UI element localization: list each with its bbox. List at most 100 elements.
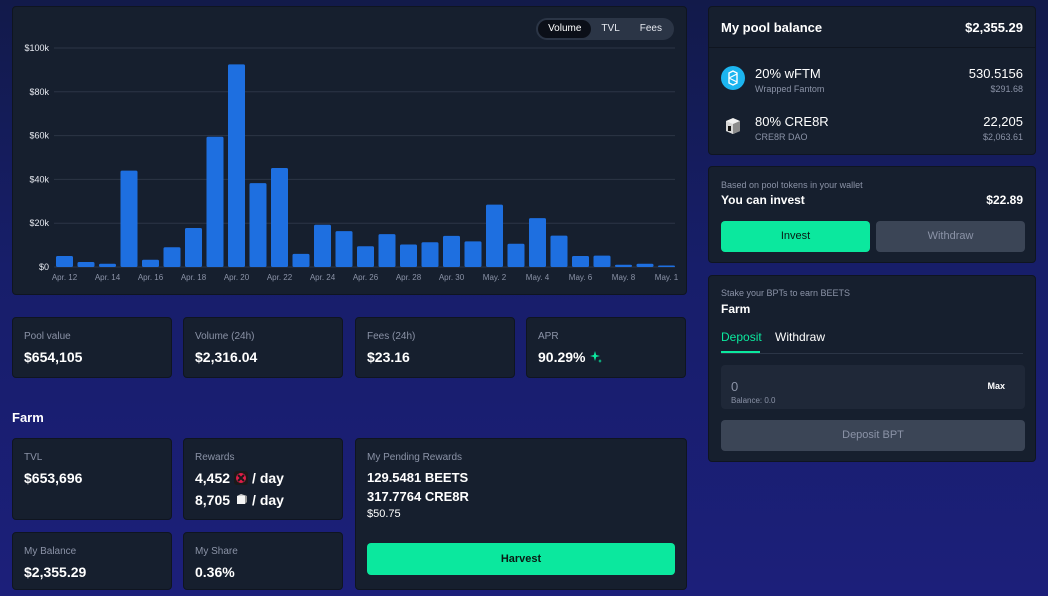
y-tick-label: $20k xyxy=(29,218,49,228)
chart-bar[interactable] xyxy=(507,243,525,267)
chart-bar[interactable] xyxy=(593,255,611,267)
farm-tvl-card: TVL $653,696 xyxy=(12,438,172,520)
chart-bar[interactable] xyxy=(120,170,138,267)
chart-bar[interactable] xyxy=(314,224,331,267)
invest-hint: Based on pool tokens in your wallet xyxy=(721,180,863,190)
token-row-wftm: 20% wFTM Wrapped Fantom 530.5156 $291.68 xyxy=(721,62,1023,98)
harvest-button[interactable]: Harvest xyxy=(367,543,675,575)
wftm-amount: 530.5156 xyxy=(968,66,1023,81)
chart-bar[interactable] xyxy=(572,256,589,267)
reward-cre8r-unit: / day xyxy=(252,492,284,508)
x-tick-label: May. 4 xyxy=(526,273,550,282)
chart-bar[interactable] xyxy=(271,168,288,267)
invest-amount: $22.89 xyxy=(986,193,1023,207)
deposit-balance: Balance: 0.0 xyxy=(731,396,776,405)
fees-card: Fees (24h) $23.16 xyxy=(355,317,515,378)
reward-cre8r-row: 8,705 / day xyxy=(195,492,284,508)
chart-bar[interactable] xyxy=(615,264,632,267)
chart-bar[interactable] xyxy=(249,183,267,267)
chart-bar[interactable] xyxy=(77,261,95,267)
chart-bar[interactable] xyxy=(378,234,396,267)
tabs-divider xyxy=(721,353,1023,354)
apr-value: 90.29% xyxy=(538,349,586,365)
chart-bar[interactable] xyxy=(99,263,116,267)
y-tick-label: $60k xyxy=(29,131,49,141)
pending-rewards-card: My Pending Rewards 129.5481 BEETS 317.77… xyxy=(355,438,687,590)
chart-bar[interactable] xyxy=(163,247,181,267)
chart-bar[interactable] xyxy=(185,228,202,267)
volume-label: Volume (24h) xyxy=(195,331,255,342)
chart-bar[interactable] xyxy=(443,235,460,267)
y-tick-label: $100k xyxy=(24,43,49,53)
apr-label: APR xyxy=(538,331,559,342)
volume-value: $2,316.04 xyxy=(195,349,258,365)
chart-bar[interactable] xyxy=(292,253,310,267)
tab-deposit[interactable]: Deposit xyxy=(721,330,762,344)
tab-fees[interactable]: Fees xyxy=(639,23,662,34)
y-tick-label: $40k xyxy=(29,174,49,184)
chart-bar[interactable] xyxy=(206,136,224,267)
tab-deposit-underline xyxy=(721,351,760,353)
chart-bar[interactable] xyxy=(142,259,159,267)
my-share-value: 0.36% xyxy=(195,564,235,580)
tab-tvl[interactable]: TVL xyxy=(601,23,620,34)
x-tick-label: May. 8 xyxy=(612,273,636,282)
wftm-usd: $291.68 xyxy=(990,84,1023,94)
my-balance-value: $2,355.29 xyxy=(24,564,87,580)
apr-card: APR 90.29% xyxy=(526,317,686,378)
pending-cre8r: 317.7764 CRE8R xyxy=(367,489,469,504)
pool-balance-total: $2,355.29 xyxy=(965,20,1023,35)
pending-beets: 129.5481 BEETS xyxy=(367,470,469,485)
tab-withdraw[interactable]: Withdraw xyxy=(775,330,826,344)
fantom-icon xyxy=(721,66,745,90)
chart-bar[interactable] xyxy=(529,218,546,267)
divider xyxy=(709,47,1035,48)
reward-beets-amount: 4,452 xyxy=(195,470,231,486)
chart-bar[interactable] xyxy=(56,256,73,267)
deposit-input-box[interactable]: 0 Balance: 0.0 Max xyxy=(721,365,1025,409)
pool-value-label: Pool value xyxy=(24,331,71,342)
cre8r-icon xyxy=(726,118,740,134)
stake-title: Farm xyxy=(721,302,751,316)
chart-bar[interactable] xyxy=(636,263,654,267)
invest-button[interactable]: Invest xyxy=(721,221,870,252)
chart-bar[interactable] xyxy=(400,244,417,267)
chart-bar[interactable] xyxy=(421,242,439,267)
volume-chart: $0 $20k $40k $60k $80k $100k Apr. 12 Apr. 14 Apr… xyxy=(24,43,678,282)
chart-bar[interactable] xyxy=(335,231,353,267)
tab-volume[interactable]: Volume xyxy=(538,20,592,38)
chart-bar[interactable] xyxy=(357,246,374,267)
x-tick-label: Apr. 18 xyxy=(181,273,207,282)
cre8r-sub: CRE8R DAO xyxy=(755,132,808,142)
reward-beets-unit: / day xyxy=(252,470,284,486)
deposit-input[interactable]: 0 xyxy=(731,379,739,394)
chart-bar[interactable] xyxy=(658,265,675,267)
apr-row: 90.29% xyxy=(538,349,603,365)
pending-rewards-label: My Pending Rewards xyxy=(367,452,463,463)
chart-bar[interactable] xyxy=(464,241,482,267)
withdraw-button[interactable]: Withdraw xyxy=(876,221,1025,252)
my-share-card: My Share 0.36% xyxy=(183,532,343,590)
cre8r-amount: 22,205 xyxy=(983,114,1023,129)
chart-bar[interactable] xyxy=(486,204,503,267)
stake-farm-card: Stake your BPTs to earn BEETS Farm Depos… xyxy=(708,275,1036,462)
pool-value-card: Pool value $654,105 xyxy=(12,317,172,378)
chart-bar[interactable] xyxy=(550,235,568,267)
y-tick-label: $80k xyxy=(29,87,49,97)
x-tick-label: Apr. 24 xyxy=(310,273,336,282)
sparkle-icon[interactable] xyxy=(589,350,603,364)
beets-token-icon xyxy=(234,471,249,485)
fees-label: Fees (24h) xyxy=(367,331,416,342)
chart-bar[interactable] xyxy=(228,64,245,267)
farm-rewards-label: Rewards xyxy=(195,452,235,463)
farm-rewards-card: Rewards 4,452 / day 8,705 / day xyxy=(183,438,343,520)
my-share-label: My Share xyxy=(195,546,238,557)
invest-card: Based on pool tokens in your wallet You … xyxy=(708,166,1036,263)
x-tick-label: May. 2 xyxy=(483,273,507,282)
y-tick-label: $0 xyxy=(39,262,49,272)
max-button[interactable]: Max xyxy=(987,381,1005,391)
x-tick-label: Apr. 20 xyxy=(224,273,250,282)
pool-balance-card: My pool balance $2,355.29 20% wFTM Wrapp… xyxy=(708,6,1036,155)
cre8r-usd: $2,063.61 xyxy=(982,132,1023,142)
deposit-bpt-button[interactable]: Deposit BPT xyxy=(721,420,1025,451)
